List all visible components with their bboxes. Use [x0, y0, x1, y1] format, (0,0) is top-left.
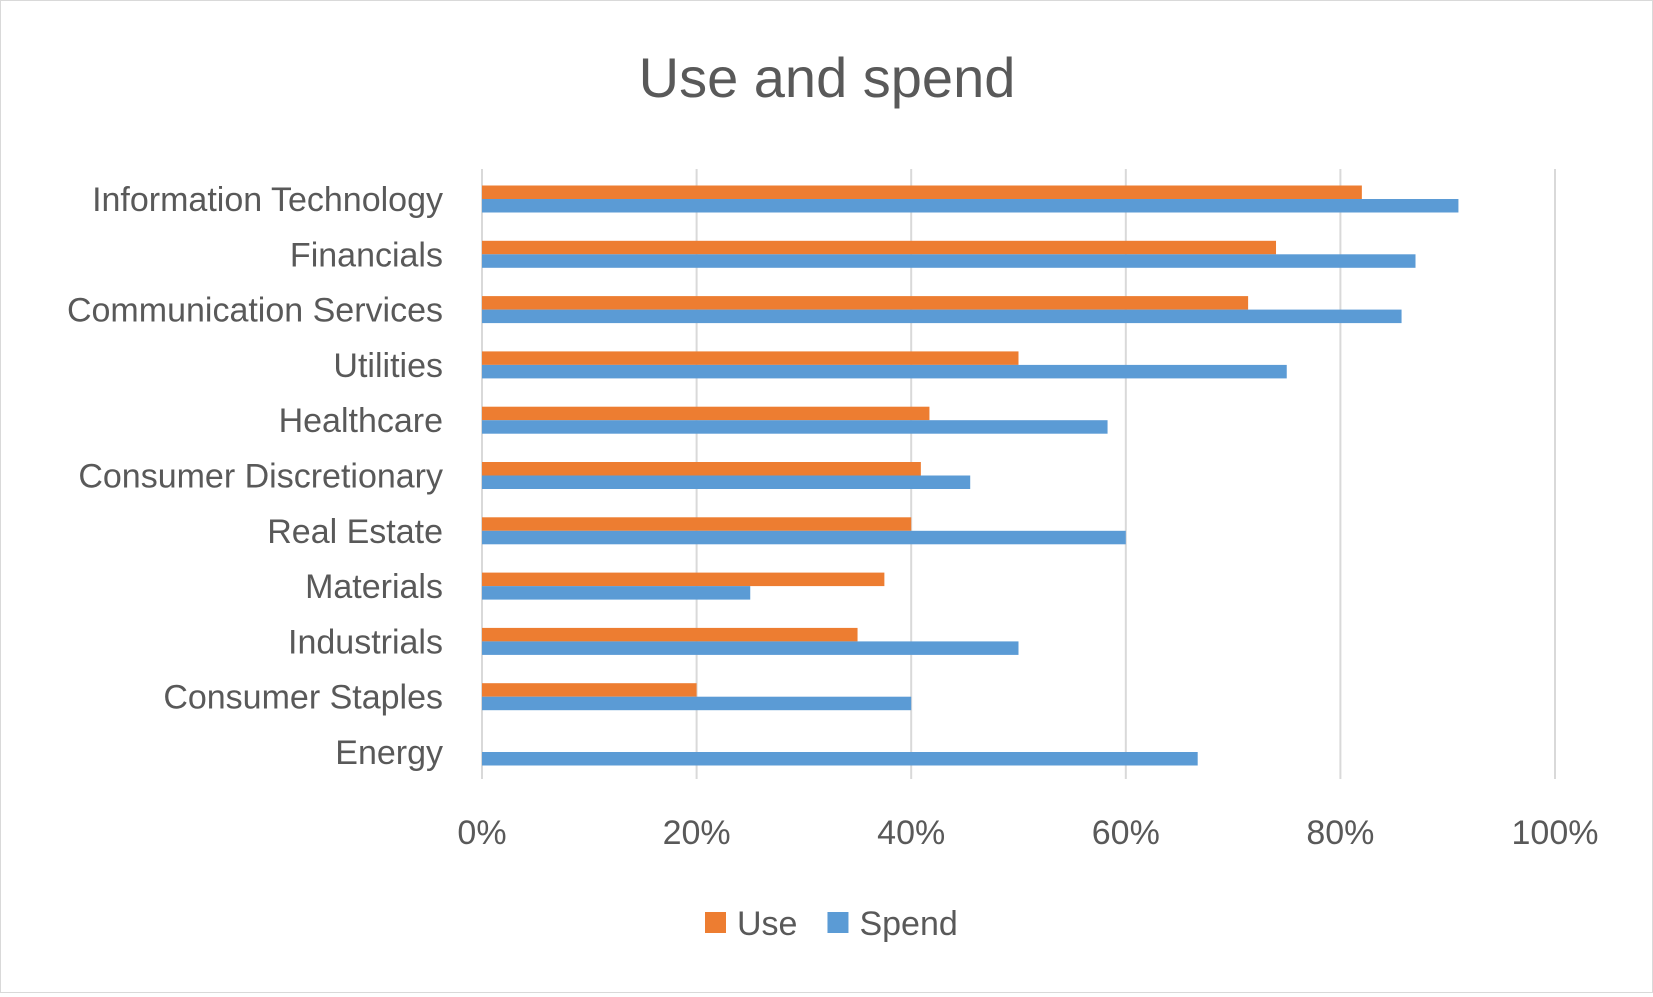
bar-use	[482, 572, 885, 587]
bar-use	[482, 462, 921, 476]
x-tick-label: 20%	[663, 814, 731, 852]
category-label: Energy	[335, 734, 443, 772]
bar-spend	[482, 641, 1019, 655]
bar-spend	[482, 530, 1126, 545]
bar-spend	[482, 420, 1108, 434]
bar-use	[482, 517, 912, 531]
legend-swatch-spend	[827, 912, 849, 933]
category-labels: Information Technology Financials Communic…	[67, 181, 443, 772]
category-label: Utilities	[333, 347, 443, 385]
bar-spend	[482, 475, 971, 489]
x-tick-label: 100%	[1512, 814, 1599, 852]
legend: Use Spend	[705, 905, 958, 943]
category-label: Materials	[305, 568, 443, 606]
bar-use	[482, 351, 1019, 365]
bar-use	[482, 406, 930, 421]
legend-label-spend: Spend	[859, 905, 957, 943]
x-tick-label: 80%	[1306, 814, 1374, 852]
x-tick-label: 60%	[1092, 814, 1160, 852]
category-label: Financials	[290, 236, 443, 274]
bar-spend	[482, 199, 1459, 213]
legend-label-use: Use	[737, 905, 797, 943]
bar-use	[482, 296, 1249, 310]
x-tick-label: 0%	[457, 814, 506, 852]
category-label: Consumer Discretionary	[78, 458, 443, 496]
category-label: Consumer Staples	[163, 679, 443, 717]
category-label: Healthcare	[279, 402, 443, 440]
category-label: Information Technology	[92, 181, 443, 219]
x-tick-label: 40%	[877, 814, 945, 852]
bar-use	[482, 627, 858, 642]
x-tick-labels: 0% 20% 40% 60% 80% 100%	[457, 814, 1598, 852]
bar-spend	[482, 586, 751, 600]
category-label: Industrials	[288, 623, 443, 661]
bar-use	[482, 185, 1362, 199]
category-label: Real Estate	[267, 513, 443, 551]
bars	[482, 185, 1459, 766]
bar-spend	[482, 364, 1287, 379]
chart-title: Use and spend	[639, 46, 1016, 109]
bar-use	[482, 683, 697, 697]
bar-spend	[482, 752, 1198, 766]
bar-use	[482, 240, 1277, 255]
category-label: Communication Services	[67, 292, 443, 330]
bar-spend	[482, 254, 1416, 268]
bar-spend	[482, 309, 1402, 324]
legend-swatch-use	[705, 912, 726, 933]
bar-spend	[482, 696, 912, 711]
